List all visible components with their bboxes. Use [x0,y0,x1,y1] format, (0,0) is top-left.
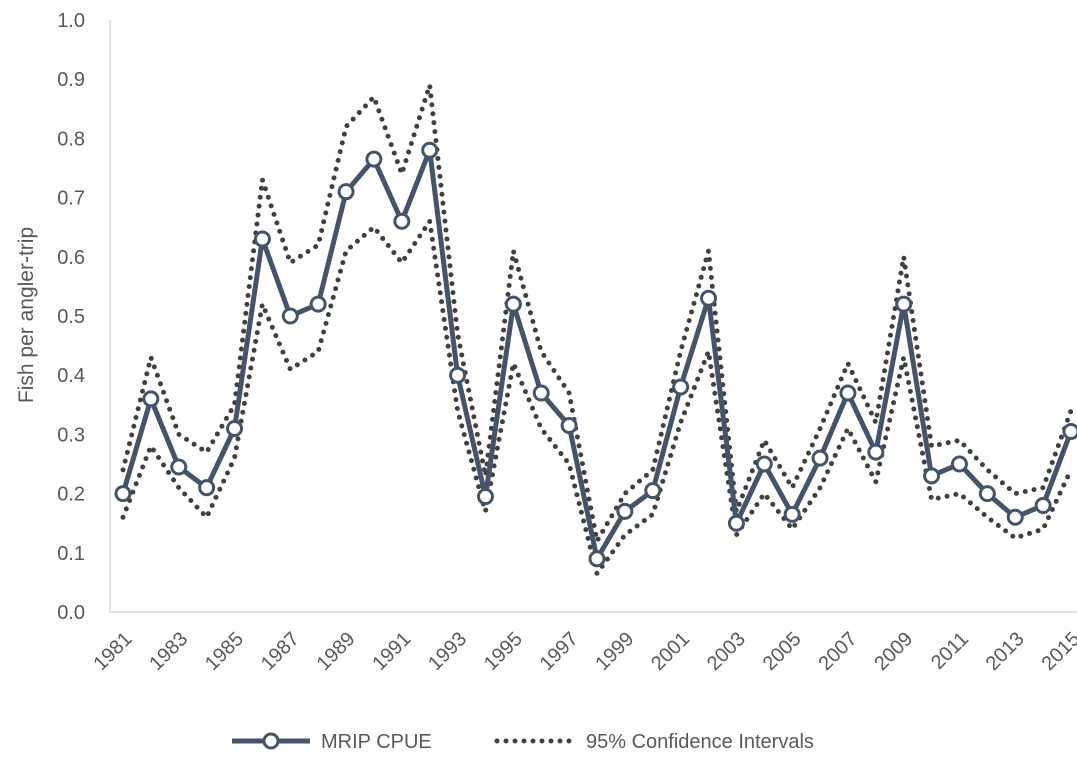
y-tick-label: 0.1 [57,543,85,565]
cpue-point [755,455,773,473]
cpue-point [783,505,801,523]
x-tick-label: 1989 [313,628,360,675]
y-tick-label: 0.3 [57,424,85,446]
cpue-point [672,378,690,396]
x-tick-label: 1991 [368,628,415,675]
x-tick-label: 1997 [536,628,583,675]
x-tick-label: 2011 [927,628,973,674]
cpue-point [616,502,634,520]
cpue-point [393,212,411,230]
cpue-point [114,485,132,503]
legend: MRIP CPUE 95% Confidence Intervals [232,731,814,753]
x-tick-label: 2013 [982,628,1029,675]
cpue-point [978,485,996,503]
cpue-point [1034,496,1052,514]
cpue-point [895,295,913,313]
y-axis-title: Fish per angler-trip [15,227,38,403]
series-layer [114,82,1077,576]
cpue-point [253,230,271,248]
x-tick-label: 2015 [1038,628,1077,675]
y-tick-label: 0.8 [57,128,85,150]
x-tick-labels: 1981 1983 1985 1987 1989 1991 1993 1995 1997 1999… [90,628,1077,675]
x-tick-label: 2001 [647,628,694,675]
cpue-point [281,307,299,325]
cpue-point [365,150,383,168]
cpue-point [170,458,188,476]
legend-cpue-marker [262,732,280,750]
y-tick-label: 0.2 [57,484,85,506]
cpue-point [644,482,662,500]
ci-upper-line [120,82,1074,544]
cpue-point [700,289,718,307]
cpue-point [867,443,885,461]
cpue-point [1062,422,1077,440]
y-tick-labels: 0.0 0.1 0.2 0.3 0.4 0.5 0.6 0.7 0.8 0.9 1.0 [57,10,85,624]
x-tick-label: 1999 [591,628,638,675]
cpue-point [198,479,216,497]
cpue-point [811,449,829,467]
x-tick-label: 1993 [424,628,471,675]
y-tick-label: 0.4 [57,365,85,387]
x-tick-label: 1995 [480,628,527,675]
ci-lower-line [120,218,1074,576]
cpue-point [226,419,244,437]
x-tick-label: 2005 [759,628,806,675]
y-tick-label: 1.0 [57,10,85,32]
y-tick-label: 0.6 [57,247,85,269]
cpue-point [309,295,327,313]
y-tick-label: 0.5 [57,306,85,328]
legend-ci-label: 95% Confidence Intervals [586,731,814,753]
cpue-point [839,384,857,402]
cpue-point [727,514,745,532]
x-tick-label: 2009 [870,628,917,675]
cpue-point [421,141,439,159]
x-tick-label: 2007 [814,628,861,675]
y-tick-label: 0.7 [57,188,85,210]
cpue-point [337,183,355,201]
x-tick-label: 1987 [257,628,304,675]
cpue-point [560,417,578,435]
y-tick-label: 0.0 [57,602,85,624]
legend-cpue-label: MRIP CPUE [321,731,432,753]
x-tick-label: 1981 [90,628,137,675]
y-tick-label: 0.9 [57,69,85,91]
x-tick-label: 2003 [703,628,750,675]
cpue-point [588,550,606,568]
cpue-point [1006,508,1024,526]
cpue-point [476,488,494,506]
cpue-point [142,390,160,408]
cpue-point [532,384,550,402]
cpue-point [923,467,941,485]
cpue-point [504,295,522,313]
x-tick-label: 1985 [201,628,248,675]
x-tick-label: 1983 [145,628,192,675]
cpue-point [449,366,467,384]
cpue-point [950,455,968,473]
